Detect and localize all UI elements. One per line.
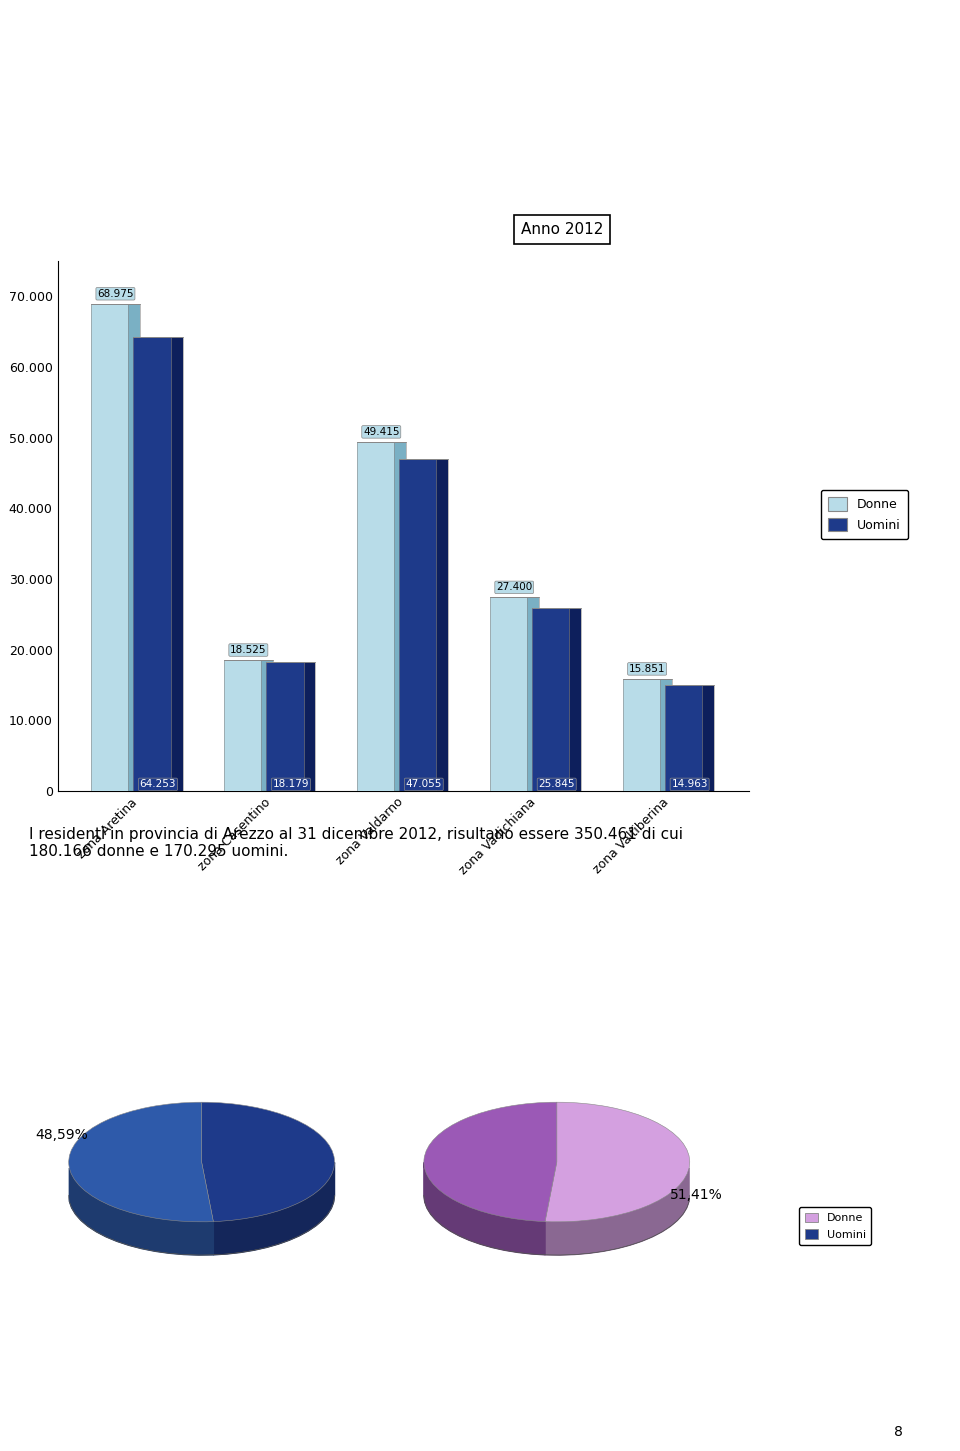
Polygon shape xyxy=(394,443,406,791)
Text: 18.525: 18.525 xyxy=(230,646,267,654)
Polygon shape xyxy=(128,303,140,791)
Polygon shape xyxy=(357,443,394,791)
Polygon shape xyxy=(424,1162,545,1255)
Polygon shape xyxy=(490,598,527,791)
Polygon shape xyxy=(532,608,569,791)
Polygon shape xyxy=(303,663,316,791)
Polygon shape xyxy=(133,337,171,791)
Wedge shape xyxy=(202,1103,334,1222)
Wedge shape xyxy=(545,1103,689,1222)
Polygon shape xyxy=(224,660,261,791)
Legend: Donne, Uomini: Donne, Uomini xyxy=(799,1207,872,1245)
Polygon shape xyxy=(91,303,128,791)
Text: 47.055: 47.055 xyxy=(406,779,442,789)
Polygon shape xyxy=(437,459,448,791)
Text: 51,41%: 51,41% xyxy=(670,1188,723,1203)
Text: 8: 8 xyxy=(894,1425,902,1439)
Text: 25.845: 25.845 xyxy=(539,779,575,789)
Polygon shape xyxy=(399,459,437,791)
Text: 49.415: 49.415 xyxy=(363,427,399,437)
Text: I residenti in provincia di Arezzo al 31 dicembre 2012, risultano essere 350.461: I residenti in provincia di Arezzo al 31… xyxy=(29,827,683,859)
Wedge shape xyxy=(69,1103,213,1222)
Polygon shape xyxy=(213,1162,334,1255)
Polygon shape xyxy=(660,679,672,791)
Polygon shape xyxy=(171,337,182,791)
Polygon shape xyxy=(527,598,539,791)
Polygon shape xyxy=(545,1168,689,1255)
Polygon shape xyxy=(569,608,582,791)
Polygon shape xyxy=(703,685,714,791)
Polygon shape xyxy=(622,679,660,791)
Polygon shape xyxy=(261,660,273,791)
Legend: Donne, Uomini: Donne, Uomini xyxy=(821,490,908,540)
Text: 18.179: 18.179 xyxy=(273,779,309,789)
Text: 27.400: 27.400 xyxy=(496,582,532,592)
Text: 64.253: 64.253 xyxy=(140,779,177,789)
Text: 48,59%: 48,59% xyxy=(36,1129,88,1142)
Text: 15.851: 15.851 xyxy=(629,665,665,673)
Text: Anno 2012: Anno 2012 xyxy=(521,222,604,237)
Wedge shape xyxy=(424,1103,557,1222)
Text: 68.975: 68.975 xyxy=(97,289,133,299)
Polygon shape xyxy=(665,685,703,791)
Text: 14.963: 14.963 xyxy=(671,779,708,789)
Polygon shape xyxy=(266,663,303,791)
Polygon shape xyxy=(69,1168,213,1255)
